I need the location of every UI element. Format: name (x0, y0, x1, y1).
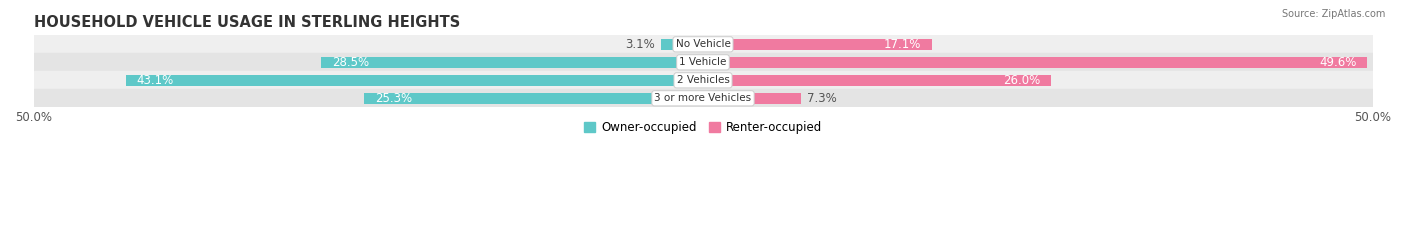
Bar (34, 53, 1372, 71)
Text: 49.6%: 49.6% (1319, 56, 1357, 69)
Bar (364, 93, 703, 104)
Text: 7.3%: 7.3% (807, 92, 837, 105)
Text: 1 Vehicle: 1 Vehicle (679, 57, 727, 67)
Text: 25.3%: 25.3% (375, 92, 412, 105)
Text: 2 Vehicles: 2 Vehicles (676, 75, 730, 85)
Bar (34, 71, 1372, 89)
Text: 43.1%: 43.1% (136, 74, 174, 87)
Text: No Vehicle: No Vehicle (675, 39, 731, 49)
Text: 3 or more Vehicles: 3 or more Vehicles (654, 93, 752, 103)
Bar (661, 39, 703, 50)
Text: 17.1%: 17.1% (884, 38, 921, 51)
Text: 28.5%: 28.5% (332, 56, 370, 69)
Bar (127, 75, 703, 86)
Bar (34, 89, 1372, 107)
Legend: Owner-occupied, Renter-occupied: Owner-occupied, Renter-occupied (579, 116, 827, 139)
Bar (34, 35, 1372, 53)
Bar (703, 57, 1367, 68)
Bar (322, 57, 703, 68)
Text: HOUSEHOLD VEHICLE USAGE IN STERLING HEIGHTS: HOUSEHOLD VEHICLE USAGE IN STERLING HEIG… (34, 15, 460, 30)
Text: 3.1%: 3.1% (626, 38, 655, 51)
Bar (703, 75, 1052, 86)
Text: 26.0%: 26.0% (1002, 74, 1040, 87)
Text: Source: ZipAtlas.com: Source: ZipAtlas.com (1281, 9, 1385, 19)
Bar (703, 93, 801, 104)
Bar (703, 39, 932, 50)
